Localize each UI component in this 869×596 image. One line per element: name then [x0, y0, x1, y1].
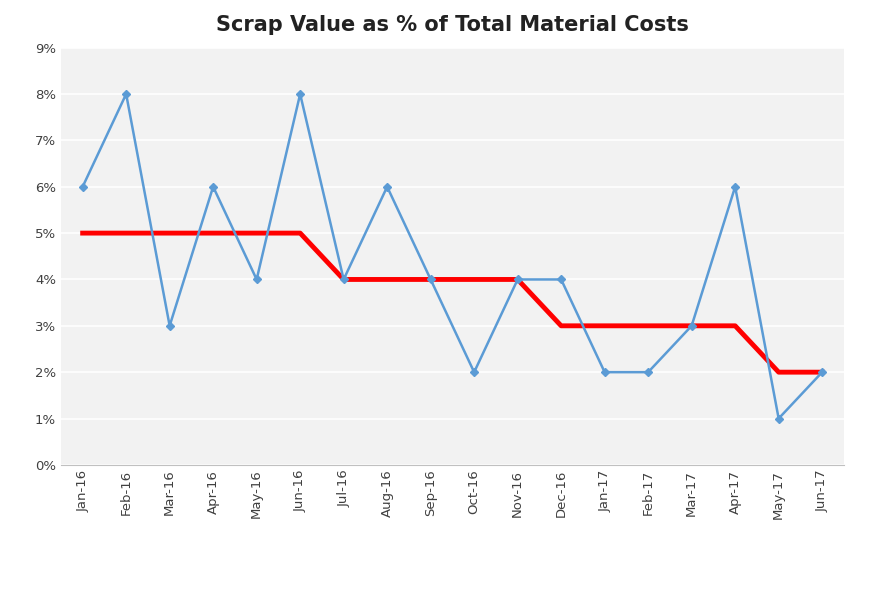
Target (max)	[686, 322, 696, 330]
Monthly value	[686, 322, 696, 330]
Target (max)	[642, 322, 653, 330]
Target (max)	[512, 276, 522, 283]
Monthly value	[425, 276, 435, 283]
Monthly value	[164, 322, 175, 330]
Line: Monthly value: Monthly value	[80, 91, 824, 421]
Monthly value	[816, 368, 826, 375]
Target (max)	[121, 229, 131, 237]
Monthly value	[208, 183, 218, 190]
Monthly value	[295, 91, 305, 98]
Target (max)	[425, 276, 435, 283]
Monthly value	[77, 183, 88, 190]
Monthly value	[251, 276, 262, 283]
Target (max)	[729, 322, 740, 330]
Target (max)	[555, 322, 566, 330]
Monthly value	[729, 183, 740, 190]
Monthly value	[338, 276, 348, 283]
Target (max)	[295, 229, 305, 237]
Monthly value	[381, 183, 392, 190]
Target (max)	[164, 229, 175, 237]
Target (max)	[816, 368, 826, 375]
Monthly value	[599, 368, 609, 375]
Target (max)	[338, 276, 348, 283]
Monthly value	[642, 368, 653, 375]
Line: Target (max): Target (max)	[83, 233, 821, 372]
Target (max)	[599, 322, 609, 330]
Monthly value	[468, 368, 479, 375]
Monthly value	[773, 415, 783, 422]
Target (max)	[251, 229, 262, 237]
Target (max)	[208, 229, 218, 237]
Target (max)	[381, 276, 392, 283]
Target (max)	[77, 229, 88, 237]
Target (max)	[468, 276, 479, 283]
Monthly value	[512, 276, 522, 283]
Title: Scrap Value as % of Total Material Costs: Scrap Value as % of Total Material Costs	[216, 15, 688, 35]
Monthly value	[121, 91, 131, 98]
Monthly value	[555, 276, 566, 283]
Target (max)	[773, 368, 783, 375]
